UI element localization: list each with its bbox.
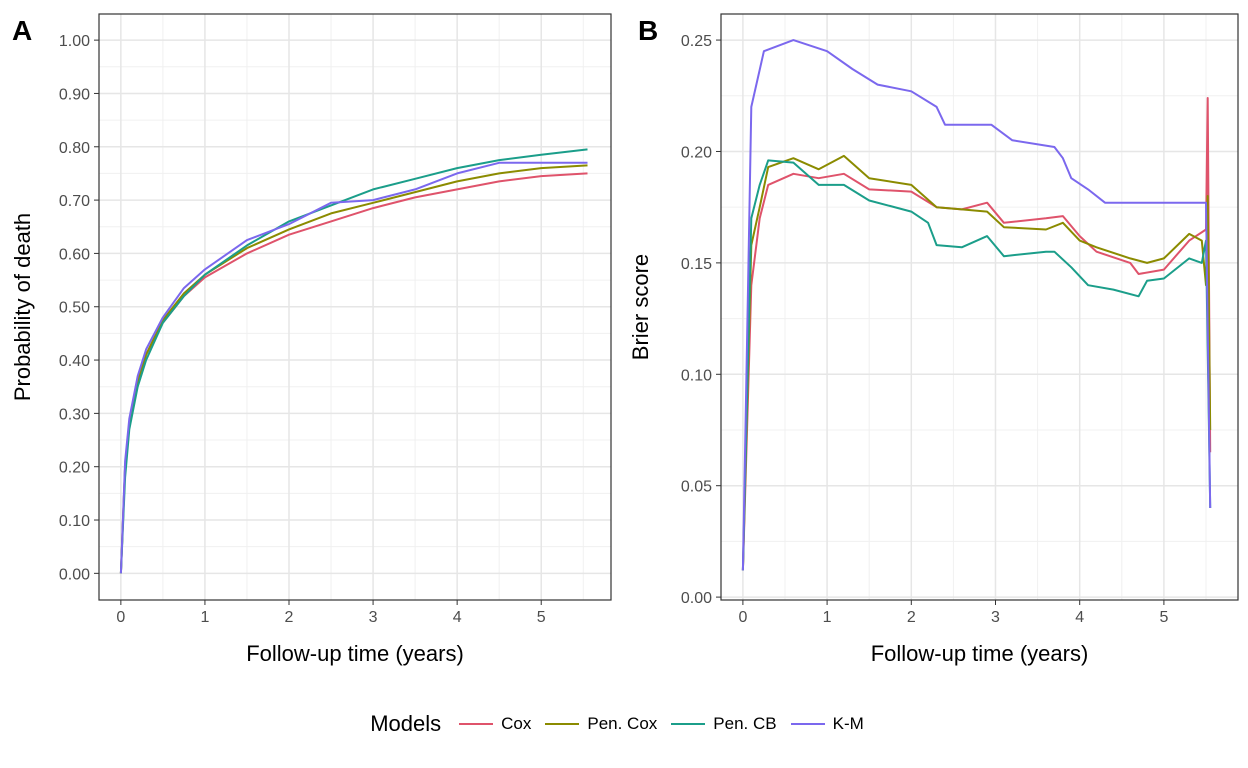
legend-key (671, 723, 706, 725)
y-tick-label: 0.25 (681, 33, 712, 50)
x-tick-label: 4 (453, 609, 462, 626)
legend: Models Cox Pen. Cox Pen. CB K-M (0, 708, 1248, 740)
y-axis-label: Probability of death (10, 213, 35, 401)
y-tick-label: 0.10 (681, 367, 712, 384)
legend-label: Pen. CB (713, 714, 777, 733)
y-tick-label: 0.20 (681, 144, 712, 161)
series-line-k-m (119, 161, 588, 574)
y-tick-label: 0.30 (59, 406, 90, 423)
y-tick-label: 0.00 (59, 566, 90, 583)
y-tick-label: 0.00 (681, 590, 712, 607)
y-tick-label: 0.05 (681, 479, 712, 496)
series-line-pen-cb (741, 159, 1212, 571)
legend-label: Cox (501, 714, 532, 733)
series-line-pen-cox (741, 154, 1212, 571)
panel-B: 0 1 2 3 4 5 0.00 0.05 0.10 0.15 0.20 0.25 Follow-up … (628, 13, 1239, 666)
x-tick-label: 4 (1075, 609, 1084, 626)
x-tick-label: 1 (200, 609, 209, 626)
y-tick-label: 0.70 (59, 193, 90, 210)
legend-label: K-M (832, 714, 864, 733)
plot-frame (720, 13, 1239, 601)
x-tick-label: 0 (738, 609, 747, 626)
y-tick-label: 0.60 (59, 246, 90, 263)
legend-item: K-M (790, 714, 864, 734)
x-tick-label: 5 (537, 609, 546, 626)
panel-label: A (12, 15, 32, 46)
x-tick-label: 3 (369, 609, 378, 626)
y-tick-label: 0.15 (681, 256, 712, 273)
y-tick-label: 0.20 (59, 460, 90, 477)
panel-A: 0 1 2 3 4 5 0.00 0.10 0.20 0.30 0.40 0.50 0.60 0.70 0.… (10, 13, 612, 666)
y-tick-label: 0.10 (59, 513, 90, 530)
x-tick-label: 5 (1159, 609, 1168, 626)
legend-label: Pen. Cox (587, 714, 658, 733)
legend-item: Pen. CB (671, 714, 777, 734)
legend-key (545, 723, 580, 725)
series-line-cox (741, 97, 1212, 571)
legend-item: Cox (459, 714, 531, 734)
x-tick-label: 1 (823, 609, 832, 626)
legend-title: Models (370, 711, 442, 736)
x-tick-label: 2 (285, 609, 294, 626)
panel-label: B (638, 15, 658, 46)
series-line-pen-cox (119, 164, 588, 574)
x-tick-label: 3 (991, 609, 1000, 626)
legend-key (790, 723, 825, 725)
y-tick-label: 1.00 (59, 33, 90, 50)
x-axis-label: Follow-up time (years) (871, 641, 1089, 666)
y-tick-label: 0.40 (59, 353, 90, 370)
legend-key (459, 723, 494, 725)
plot-frame (98, 13, 612, 601)
y-tick-label: 0.80 (59, 140, 90, 157)
series-line-k-m (741, 39, 1212, 571)
y-tick-label: 0.50 (59, 300, 90, 317)
series-line-cox (119, 172, 588, 574)
x-tick-label: 0 (116, 609, 125, 626)
series-line-pen-cb (119, 148, 588, 574)
legend-item: Pen. Cox (545, 714, 657, 734)
x-axis-label: Follow-up time (years) (246, 641, 464, 666)
x-tick-label: 2 (907, 609, 916, 626)
y-axis-label: Brier score (628, 254, 653, 360)
y-tick-label: 0.90 (59, 86, 90, 103)
